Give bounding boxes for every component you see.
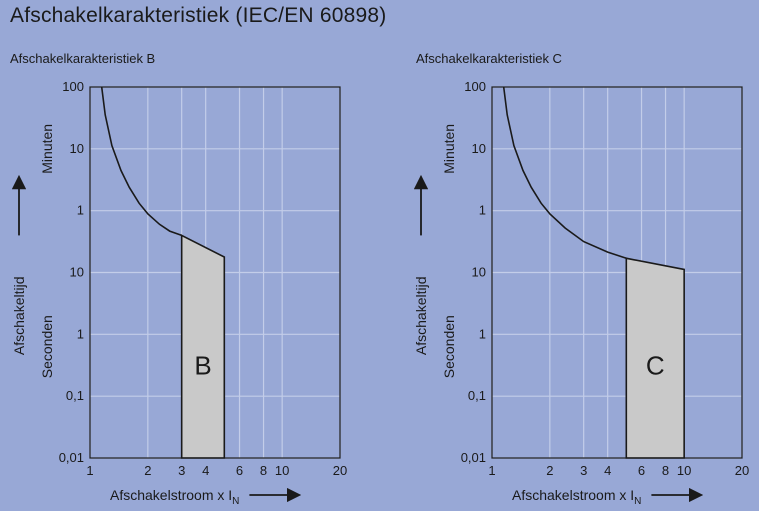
tripping-curve	[100, 86, 182, 237]
x-tick-label: 2	[144, 463, 151, 478]
x-tick-label: 4	[604, 463, 611, 478]
plot-border	[491, 86, 743, 459]
y-label-minutes: Minuten	[39, 124, 55, 174]
x-tick-label: 20	[735, 463, 749, 478]
tripping-region	[180, 234, 226, 459]
x-tick-label: 4	[202, 463, 209, 478]
y-tick-label: 0,1	[66, 388, 84, 403]
plot-border	[89, 86, 341, 459]
y-tick-label: 0,01	[59, 450, 84, 465]
y-tick-label: 1	[77, 203, 84, 218]
y-tick-label: 0,01	[461, 450, 486, 465]
x-axis-label: Afschakelstroom x IN	[512, 487, 641, 507]
y-axis-label: Afschakeltijd	[11, 276, 27, 355]
x-tick-label: 1	[86, 463, 93, 478]
tripping-curve	[502, 86, 627, 260]
y-label-minutes: Minuten	[441, 124, 457, 174]
y-label-seconds: Seconden	[441, 315, 457, 378]
y-tick-label: 1	[77, 326, 84, 341]
x-axis-label: Afschakelstroom x IN	[110, 487, 239, 507]
region-label: B	[194, 350, 211, 380]
x-tick-label: 6	[638, 463, 645, 478]
y-tick-label: 10	[70, 141, 84, 156]
x-tick-label: 3	[580, 463, 587, 478]
page-title: Afschakelkarakteristiek (IEC/EN 60898)	[10, 4, 387, 27]
chart-c: Afschakelkarakteristiek C C 0,01 0,1 1 10 1 10 1…	[413, 51, 749, 507]
x-tick-label: 10	[275, 463, 289, 478]
y-tick-label: 1	[479, 326, 486, 341]
y-tick-label: 10	[472, 265, 486, 280]
x-tick-label: 2	[546, 463, 553, 478]
y-tick-label: 10	[70, 265, 84, 280]
chart-subtitle: Afschakelkarakteristiek C	[416, 51, 562, 66]
x-tick-label: 20	[333, 463, 347, 478]
y-label-seconds: Seconden	[39, 315, 55, 378]
x-tick-label: 8	[662, 463, 669, 478]
y-tick-label: 100	[62, 79, 84, 94]
region-label: C	[646, 350, 665, 380]
y-tick-label: 1	[479, 203, 486, 218]
chart-subtitle: Afschakelkarakteristiek B	[10, 51, 155, 66]
x-tick-label: 1	[488, 463, 495, 478]
y-tick-label: 100	[464, 79, 486, 94]
x-tick-label: 10	[677, 463, 691, 478]
y-tick-label: 0,1	[468, 388, 486, 403]
chart-b: Afschakelkarakteristiek B B 0,01 0,1 1 10 1 10 1…	[10, 51, 347, 507]
x-tick-label: 8	[260, 463, 267, 478]
x-tick-label: 3	[178, 463, 185, 478]
y-axis-label: Afschakeltijd	[413, 276, 429, 355]
x-tick-label: 6	[236, 463, 243, 478]
y-tick-label: 10	[472, 141, 486, 156]
